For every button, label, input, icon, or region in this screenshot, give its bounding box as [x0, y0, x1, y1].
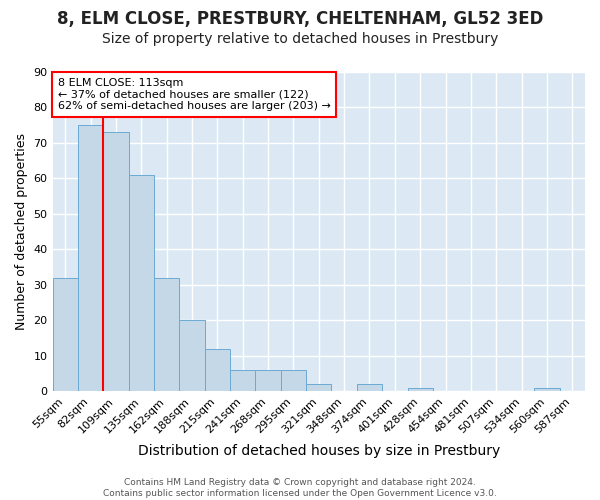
Bar — [534, 388, 560, 392]
Bar — [281, 370, 306, 392]
Bar — [230, 370, 256, 392]
Bar — [103, 132, 128, 392]
Bar — [128, 174, 154, 392]
Bar — [357, 384, 382, 392]
X-axis label: Distribution of detached houses by size in Prestbury: Distribution of detached houses by size … — [137, 444, 500, 458]
Y-axis label: Number of detached properties: Number of detached properties — [15, 133, 28, 330]
Bar — [256, 370, 281, 392]
Text: 8 ELM CLOSE: 113sqm
← 37% of detached houses are smaller (122)
62% of semi-detac: 8 ELM CLOSE: 113sqm ← 37% of detached ho… — [58, 78, 331, 111]
Text: Contains HM Land Registry data © Crown copyright and database right 2024.
Contai: Contains HM Land Registry data © Crown c… — [103, 478, 497, 498]
Bar — [179, 320, 205, 392]
Bar — [407, 388, 433, 392]
Bar — [154, 278, 179, 392]
Bar — [306, 384, 331, 392]
Bar — [53, 278, 78, 392]
Text: Size of property relative to detached houses in Prestbury: Size of property relative to detached ho… — [102, 32, 498, 46]
Bar — [205, 348, 230, 392]
Bar — [78, 125, 103, 392]
Text: 8, ELM CLOSE, PRESTBURY, CHELTENHAM, GL52 3ED: 8, ELM CLOSE, PRESTBURY, CHELTENHAM, GL5… — [57, 10, 543, 28]
